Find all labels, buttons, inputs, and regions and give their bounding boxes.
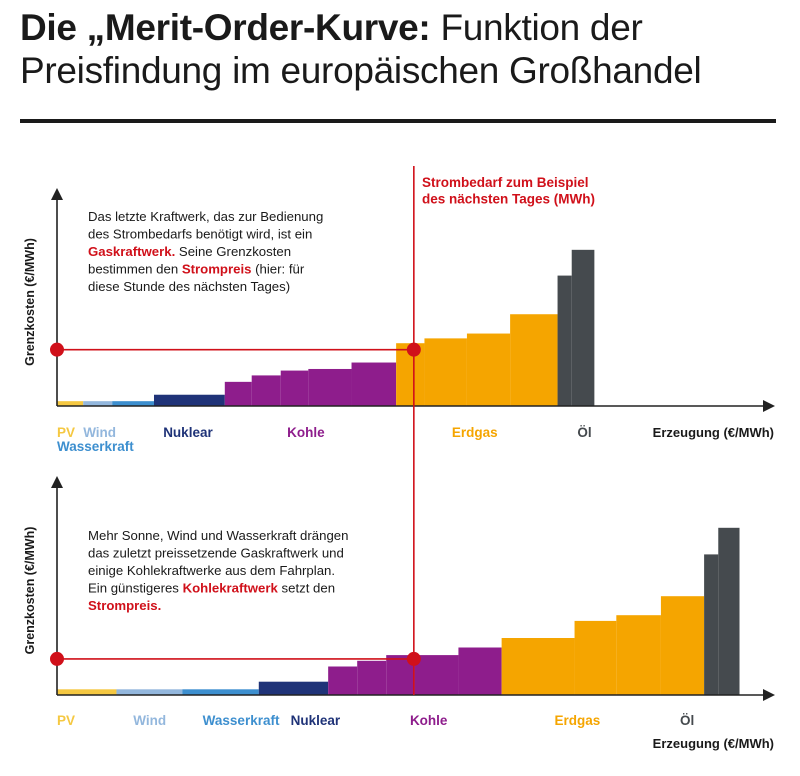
annotation-text: Ein günstigeres xyxy=(88,581,183,596)
legend-label-wind: Wind xyxy=(83,425,116,440)
y-axis-arrow-icon xyxy=(51,188,63,200)
annotation-line: des Strombedarfs benötigt wird, ist ein xyxy=(88,227,312,242)
annotation-text: setzt den xyxy=(278,581,335,596)
bar-erdgas xyxy=(510,314,558,406)
annotation-highlight: Gaskraftwerk. xyxy=(88,244,175,259)
chart-panel-1: Grenzkosten (€/MWh) Erzeugung (€/MWh) PV Wi… xyxy=(23,188,775,454)
legend-label-erdgas: Erdgas xyxy=(452,425,498,440)
annotation-line: Das letzte Kraftwerk, das zur Bedienung xyxy=(88,209,323,224)
y-axis-label: Grenzkosten (€/MWh) xyxy=(23,238,37,366)
bar-oel xyxy=(571,249,595,406)
bar-kohle xyxy=(414,655,459,695)
bar-kohle xyxy=(251,375,281,406)
bar-wind xyxy=(116,689,183,695)
bar-erdgas xyxy=(574,620,617,695)
legend-label-wind: Wind xyxy=(133,713,166,728)
legend-label-oel: Öl xyxy=(680,713,694,728)
x-axis-arrow-icon xyxy=(763,689,775,701)
bar-kohle xyxy=(328,666,358,695)
bar-kohle xyxy=(458,647,502,695)
bar-kohle xyxy=(357,660,387,695)
bar-kohle xyxy=(308,368,352,406)
chart-panel-2: Grenzkosten (€/MWh) Erzeugung (€/MWh) PV Wi… xyxy=(23,476,775,751)
y-axis-arrow-icon xyxy=(51,476,63,488)
bar-nuklear xyxy=(258,681,329,695)
demand-label: des nächsten Tages (MWh) xyxy=(422,192,595,207)
annotation-line: Mehr Sonne, Wind und Wasserkraft drängen xyxy=(88,528,348,543)
bar-erdgas xyxy=(424,338,467,406)
price-marker xyxy=(50,651,64,666)
bar-erdgas xyxy=(660,596,705,695)
annotation-text: Das letzte Kraftwerk, das zur Bedienung xyxy=(88,209,323,224)
legend-label-wasserkraft: Wasserkraft xyxy=(203,713,280,728)
bar-wasserkraft xyxy=(182,689,259,695)
annotation-text: das zuletzt preissetzende Gaskraftwerk u… xyxy=(88,546,344,561)
x-axis-label: Erzeugung (€/MWh) xyxy=(653,425,774,440)
legend-label-nuklear: Nuklear xyxy=(291,713,341,728)
annotation-text: Seine Grenzkosten xyxy=(175,244,291,259)
annotation-line: Strompreis. xyxy=(88,598,161,613)
bar-erdgas xyxy=(466,333,511,406)
y-axis-label: Grenzkosten (€/MWh) xyxy=(23,527,37,655)
page-title: Die „Merit-Order-Kurve: Funktion der Pre… xyxy=(20,6,790,92)
legend-label-wasserkraft: Wasserkraft xyxy=(57,439,134,454)
bar-erdgas xyxy=(616,615,661,695)
bar-oel xyxy=(718,527,740,695)
bar-kohle xyxy=(351,362,397,406)
bar-erdgas xyxy=(501,638,575,695)
x-axis-label: Erzeugung (€/MWh) xyxy=(653,736,774,751)
annotation-highlight: Kohlekraftwerk xyxy=(183,581,279,596)
annotation-highlight: Strompreis. xyxy=(88,598,161,613)
legend-label-kohle: Kohle xyxy=(410,713,448,728)
bar-pv xyxy=(57,401,84,406)
annotation-line: Ein günstigeres Kohlekraftwerk setzt den xyxy=(88,581,335,596)
annotation-line: bestimmen den Strompreis (hier: für xyxy=(88,262,305,277)
annotation-text: (hier: für xyxy=(251,262,304,277)
bar-pv xyxy=(57,689,117,695)
bar-wind xyxy=(83,401,113,406)
legend-label-oel: Öl xyxy=(577,425,591,440)
bar-wasserkraft xyxy=(112,401,154,406)
annotation-text: Mehr Sonne, Wind und Wasserkraft drängen xyxy=(88,528,348,543)
x-axis-arrow-icon xyxy=(763,400,775,412)
annotation-line: einige Kohlekraftwerke aus dem Fahrplan. xyxy=(88,563,335,578)
annotation-text: einige Kohlekraftwerke aus dem Fahrplan. xyxy=(88,563,335,578)
legend-label-kohle: Kohle xyxy=(287,425,325,440)
title-rest: Funktion der Preisfindung im europäische… xyxy=(20,7,702,91)
legend-label-nuklear: Nuklear xyxy=(163,425,213,440)
bar-kohle xyxy=(280,370,309,406)
legend-label-erdgas: Erdgas xyxy=(554,713,600,728)
annotation-text: bestimmen den xyxy=(88,262,182,277)
annotation-line: das zuletzt preissetzende Gaskraftwerk u… xyxy=(88,546,344,561)
title-bold: Die „Merit-Order-Kurve: xyxy=(20,7,431,48)
annotation-text: des Strombedarfs benötigt wird, ist ein xyxy=(88,227,312,242)
price-marker xyxy=(50,342,64,357)
bar-kohle xyxy=(224,381,252,406)
demand-label: Strombedarf zum Beispiel xyxy=(422,175,589,190)
bar-oel xyxy=(704,554,719,695)
annotation-line: diese Stunde des nächsten Tages) xyxy=(88,279,290,294)
annotation-highlight: Strompreis xyxy=(182,262,252,277)
bar-nuklear xyxy=(153,394,225,406)
annotation-text: diese Stunde des nächsten Tages) xyxy=(88,279,290,294)
legend-label-pv: PV xyxy=(57,425,75,440)
bar-oel xyxy=(557,275,572,406)
legend-label-pv: PV xyxy=(57,713,75,728)
annotation-line: Gaskraftwerk. Seine Grenzkosten xyxy=(88,244,291,259)
